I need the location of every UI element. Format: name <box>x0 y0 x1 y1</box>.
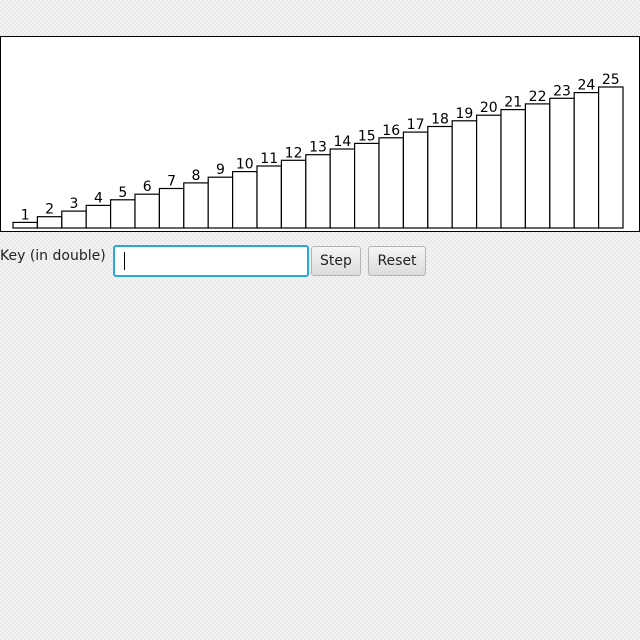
bar-10 <box>232 171 258 229</box>
bar-label-20: 20 <box>480 100 498 116</box>
key-label: Key (in double) <box>0 248 106 264</box>
bar-label-14: 14 <box>333 134 351 150</box>
bar-label-15: 15 <box>358 128 376 144</box>
bar-label-16: 16 <box>382 123 400 139</box>
key-input[interactable] <box>113 245 309 277</box>
bar-6 <box>134 193 160 229</box>
bar-7 <box>158 187 185 229</box>
bar-chart: 1 2 3 4 5 6 7 8 9 10 11 12 13 14 15 16 17 18 19 20 21 22 23 24 2… <box>12 72 624 229</box>
bar-label-12: 12 <box>285 145 303 161</box>
bar-8 <box>183 182 209 229</box>
bar-21 <box>500 108 526 229</box>
bar-chart-panel: 1 2 3 4 5 6 7 8 9 10 11 12 13 14 15 16 17 18 19 20 21 22 23 24 2… <box>0 36 640 232</box>
bar-label-8: 8 <box>192 168 201 184</box>
bar-16 <box>378 137 404 229</box>
bar-15 <box>354 142 380 229</box>
bar-20 <box>476 114 502 229</box>
bar-12 <box>280 159 307 229</box>
bar-label-1: 1 <box>21 207 30 223</box>
bar-label-21: 21 <box>504 95 522 111</box>
bar-5 <box>109 199 136 229</box>
bar-24 <box>573 91 600 229</box>
bar-2 <box>36 216 63 229</box>
bar-19 <box>451 120 478 229</box>
bar-label-24: 24 <box>577 78 595 94</box>
bar-label-5: 5 <box>118 185 127 201</box>
step-button[interactable]: Step <box>311 246 361 276</box>
bar-13 <box>305 154 331 229</box>
bar-11 <box>256 165 282 229</box>
reset-button[interactable]: Reset <box>368 246 426 276</box>
bar-label-2: 2 <box>45 202 54 218</box>
bar-label-18: 18 <box>431 112 449 128</box>
text-caret <box>124 252 125 270</box>
bar-label-7: 7 <box>167 174 176 190</box>
bar-label-4: 4 <box>94 190 103 206</box>
bar-label-3: 3 <box>70 196 79 212</box>
bar-14 <box>329 148 356 229</box>
bar-label-9: 9 <box>216 162 225 178</box>
bar-22 <box>524 103 551 229</box>
bar-23 <box>549 97 575 229</box>
bar-label-23: 23 <box>553 83 571 99</box>
bar-label-6: 6 <box>143 179 152 195</box>
bar-3 <box>61 210 87 229</box>
bar-label-13: 13 <box>309 140 327 156</box>
bar-4 <box>85 204 112 229</box>
bar-25 <box>597 86 624 229</box>
bar-9 <box>207 176 234 229</box>
bar-label-11: 11 <box>260 151 278 167</box>
bar-label-22: 22 <box>529 89 547 105</box>
bar-label-10: 10 <box>236 157 254 173</box>
bar-label-19: 19 <box>455 106 473 122</box>
bar-label-17: 17 <box>407 117 425 133</box>
controls-bar: Key (in double) Step Reset <box>0 245 640 277</box>
bar-17 <box>402 131 429 229</box>
bar-label-25: 25 <box>602 72 620 88</box>
bar-18 <box>427 125 453 229</box>
